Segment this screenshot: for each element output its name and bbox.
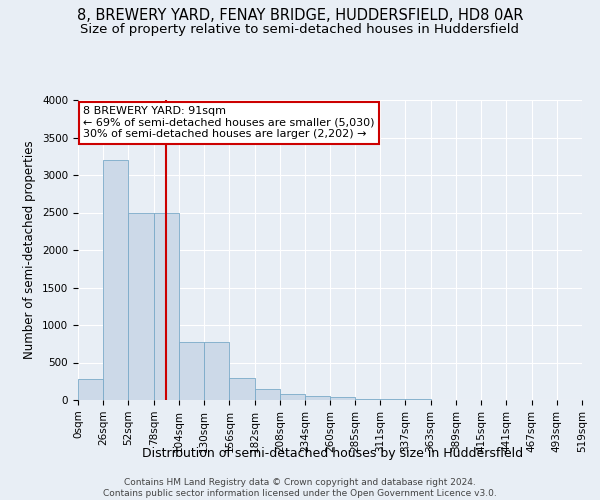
Text: Contains HM Land Registry data © Crown copyright and database right 2024.
Contai: Contains HM Land Registry data © Crown c…: [103, 478, 497, 498]
Text: 8 BREWERY YARD: 91sqm
← 69% of semi-detached houses are smaller (5,030)
30% of s: 8 BREWERY YARD: 91sqm ← 69% of semi-deta…: [83, 106, 374, 139]
Y-axis label: Number of semi-detached properties: Number of semi-detached properties: [23, 140, 37, 360]
Text: Distribution of semi-detached houses by size in Huddersfield: Distribution of semi-detached houses by …: [142, 448, 524, 460]
Bar: [280, 394, 305, 400]
Bar: [103, 160, 128, 400]
Bar: [255, 389, 280, 400]
Text: 8, BREWERY YARD, FENAY BRIDGE, HUDDERSFIELD, HD8 0AR: 8, BREWERY YARD, FENAY BRIDGE, HUDDERSFI…: [77, 8, 523, 22]
Bar: [229, 378, 255, 400]
Text: Size of property relative to semi-detached houses in Huddersfield: Size of property relative to semi-detach…: [80, 22, 520, 36]
Bar: [380, 399, 405, 400]
Bar: [128, 212, 154, 400]
Bar: [179, 342, 204, 400]
Bar: [331, 398, 355, 400]
Bar: [78, 379, 103, 400]
Bar: [305, 396, 331, 400]
Bar: [355, 398, 380, 400]
Bar: [154, 212, 179, 400]
Bar: [204, 342, 229, 400]
